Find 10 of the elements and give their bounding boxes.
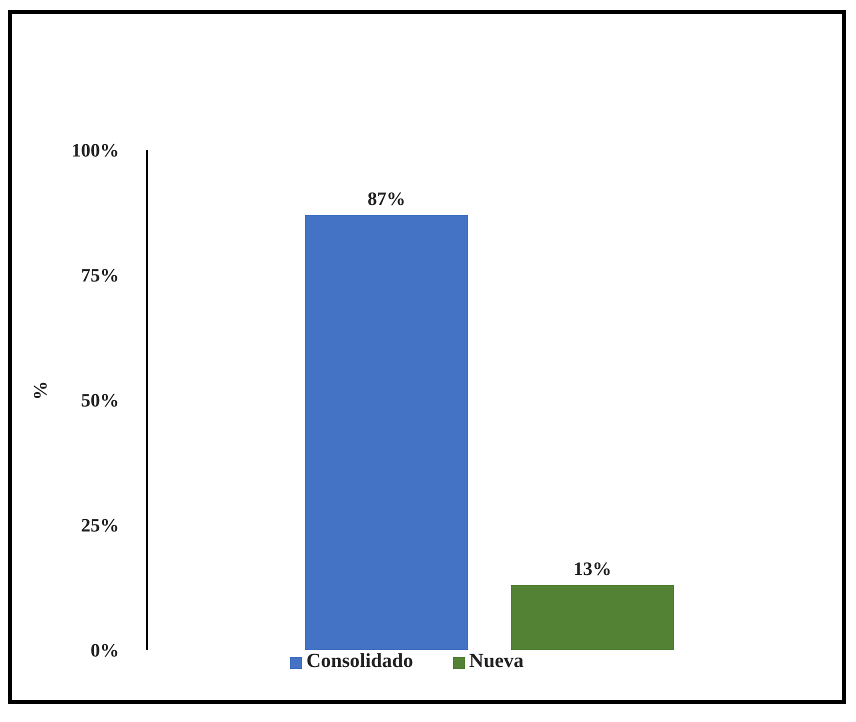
y-axis-title: % (30, 381, 52, 400)
y-tick-label: 0% (90, 640, 119, 662)
data-label: 13% (574, 559, 612, 580)
y-tick-label: 100% (72, 140, 119, 162)
legend-label: Consolidado (306, 650, 414, 672)
data-label: 87% (368, 189, 406, 210)
legend-label: Nueva (469, 650, 524, 672)
y-tick-label: 50% (81, 390, 119, 412)
y-tick-label: 25% (81, 516, 119, 537)
y-tick-label: 75% (81, 266, 119, 287)
